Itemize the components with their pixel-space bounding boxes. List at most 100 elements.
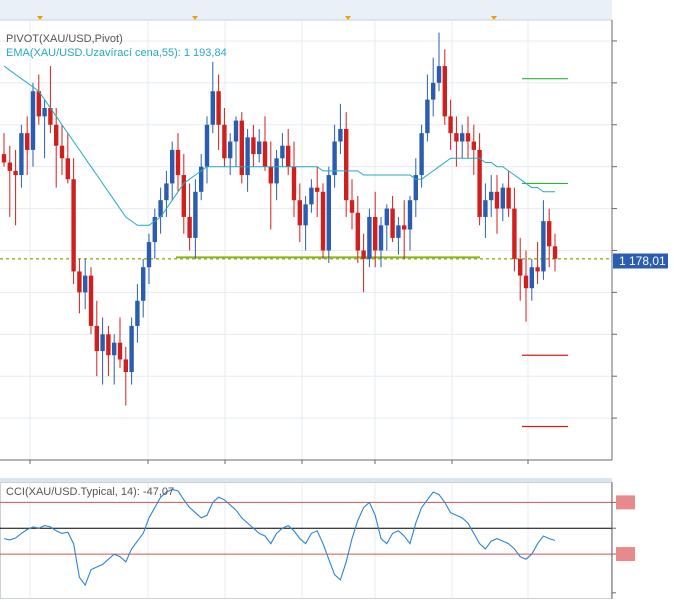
candle-body	[291, 166, 297, 201]
candle-body	[1, 154, 7, 163]
candle-body	[88, 275, 94, 326]
month-marker	[192, 16, 198, 20]
candle-body	[228, 141, 233, 159]
candle-body	[54, 124, 59, 146]
candle-body	[222, 124, 227, 159]
candle-body	[500, 187, 505, 209]
candle-body	[396, 225, 401, 238]
cci-line	[3, 488, 556, 587]
panel-separator	[0, 478, 612, 482]
candle-body	[59, 145, 65, 159]
candle-body	[257, 141, 262, 155]
candle-body	[158, 200, 163, 217]
candle-body	[442, 66, 447, 117]
candle-body	[454, 133, 459, 142]
candle-body	[402, 225, 407, 230]
candle-body	[129, 325, 134, 372]
candle-body	[320, 191, 326, 251]
candle-body	[436, 66, 442, 83]
candle-body	[123, 359, 128, 372]
candle-body	[541, 221, 546, 272]
candle-body	[286, 145, 291, 167]
candles	[1, 32, 558, 406]
candle-body	[164, 183, 169, 201]
candle-body	[384, 208, 389, 226]
candle-body	[170, 149, 175, 184]
month-marker	[345, 16, 351, 20]
candle-body	[512, 208, 517, 259]
candle-body	[361, 250, 366, 259]
candle-body	[77, 271, 82, 293]
candle-body	[239, 120, 244, 176]
candle-body	[65, 158, 70, 180]
candle-body	[100, 334, 105, 352]
candle-body	[152, 216, 157, 243]
candle-body	[135, 300, 140, 326]
cci-legend: CCI(XAU/USD.Typical, 14): -47,07	[6, 486, 174, 498]
candle-body	[407, 200, 413, 230]
candle-body	[506, 187, 511, 209]
candle-body	[326, 175, 331, 251]
candle-body	[523, 275, 529, 289]
candle-body	[71, 179, 76, 272]
candle-body	[494, 191, 500, 209]
candle-body	[425, 99, 430, 134]
candle-body	[204, 124, 210, 167]
candle-body	[465, 133, 471, 142]
ema-line	[3, 65, 555, 226]
candle-body	[552, 246, 558, 259]
candle-body	[141, 267, 146, 301]
candle-body	[112, 342, 117, 356]
candle-body	[518, 258, 523, 276]
candle-body	[117, 342, 123, 360]
candle-body	[309, 187, 314, 205]
candle-body	[419, 133, 424, 176]
cci-axis-ticks	[612, 495, 635, 594]
candle-body	[378, 225, 384, 251]
pivot-legend: PIVOT(XAU/USD,Pivot)	[6, 33, 123, 45]
candle-body	[303, 204, 308, 226]
candle-body	[30, 91, 36, 150]
candle-body	[262, 141, 268, 167]
month-marker	[491, 16, 497, 20]
price-grid	[0, 20, 612, 460]
candle-body	[373, 216, 378, 251]
candle-body	[42, 108, 47, 117]
candle-body	[338, 128, 343, 142]
candle-body	[367, 216, 372, 259]
candle-body	[245, 137, 250, 176]
candle-body	[106, 334, 111, 356]
cci-tick-box	[616, 547, 635, 562]
current-price-label: 1 178,01	[619, 254, 666, 268]
candle-body	[483, 200, 488, 217]
candle-body	[274, 158, 279, 184]
candle-body	[233, 120, 239, 142]
candle-body	[315, 187, 320, 192]
candle-body	[193, 191, 198, 238]
candle-body	[390, 208, 395, 238]
time-header	[0, 0, 612, 20]
candle-body	[7, 162, 12, 171]
cci-tick-box	[616, 495, 635, 510]
candle-body	[413, 175, 418, 201]
date-labels	[29, 460, 529, 464]
candle-body	[146, 242, 152, 268]
candle-body	[216, 91, 221, 125]
candle-body	[19, 133, 24, 176]
candle-body	[547, 221, 552, 247]
candle-body	[477, 149, 482, 217]
main-price-panel	[0, 20, 612, 460]
candle-body	[344, 128, 349, 201]
price-axis-ticks	[612, 40, 617, 419]
month-marker	[37, 16, 43, 20]
pivot-levels	[522, 78, 568, 428]
candle-body	[181, 175, 186, 217]
candle-body	[83, 275, 88, 293]
candle-body	[13, 170, 18, 176]
cci-panel	[0, 482, 612, 599]
candle-body	[25, 133, 30, 150]
candle-body	[460, 133, 465, 142]
candle-body	[175, 149, 181, 176]
candle-body	[48, 108, 53, 125]
